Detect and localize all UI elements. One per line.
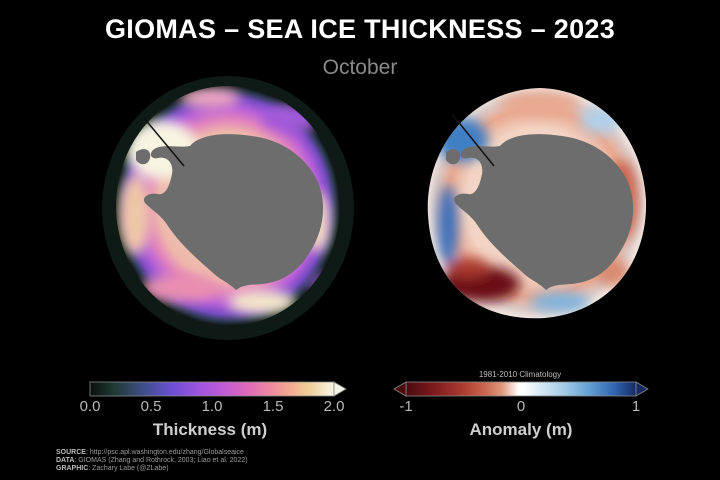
anomaly-map (427, 88, 647, 319)
meridian-line-left (143, 117, 185, 167)
anomaly-tick-label: 0 (516, 398, 526, 415)
source-line: SOURCE: http://psc.apl.washington.edu/zh… (56, 449, 244, 456)
data-line: DATA: GIOMAS (Zhang and Rothrock, 2003; … (56, 457, 248, 464)
climatology-note: 1981-2010 Climatology (478, 370, 562, 379)
anomaly-colorbar-label: Anomaly (m) (469, 420, 573, 439)
thickness-tick-label: 1.0 (201, 398, 223, 415)
antarctica-landmass-left (143, 134, 324, 290)
anomaly-colorbar (393, 381, 649, 397)
thickness-tick-label: 2.0 (323, 398, 345, 415)
thickness-tick-label: 0.0 (79, 398, 101, 415)
meridian-line-right (451, 113, 495, 167)
thickness-colorbar-label: Thickness (m) (152, 420, 268, 439)
thickness-tick-label: 1.5 (262, 398, 284, 415)
credits-block: SOURCE: http://psc.apl.washington.edu/zh… (56, 449, 248, 473)
thickness-colorbar (89, 381, 347, 397)
anomaly-tick-label: -1 (399, 398, 413, 415)
thickness-map (102, 76, 354, 340)
thickness-tick-label: 0.5 (140, 398, 162, 415)
antarctica-landmass-right (453, 134, 634, 290)
anomaly-tick-label: 1 (631, 398, 641, 415)
page-subtitle: October (322, 56, 398, 79)
graphic-line: GRAPHIC: Zachary Labe (@ZLabe) (56, 465, 169, 472)
page-title: GIOMAS – SEA ICE THICKNESS – 2023 (104, 14, 616, 44)
